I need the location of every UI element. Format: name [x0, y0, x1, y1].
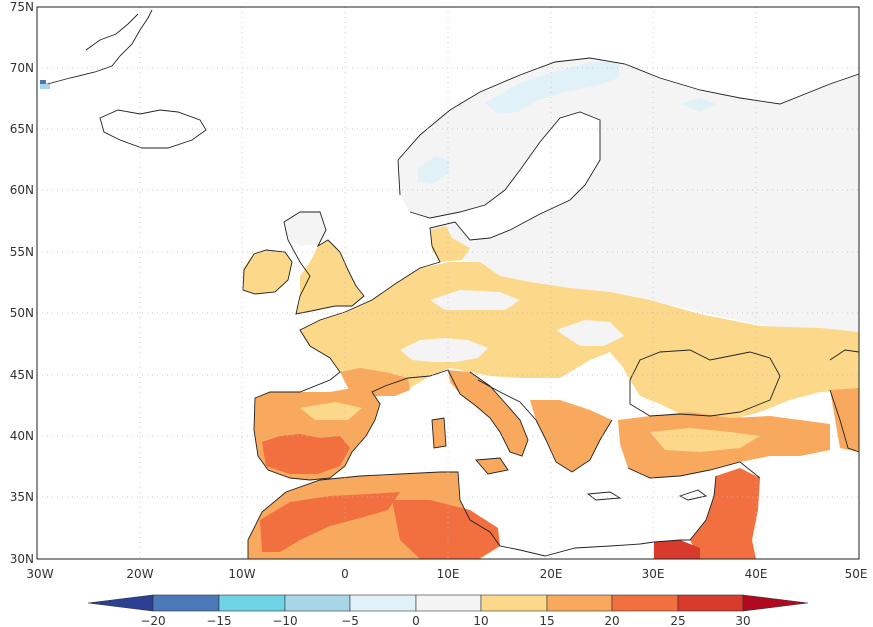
- field-italy: [448, 370, 528, 456]
- coast-ireland: [242, 249, 293, 295]
- colorbar: [87, 594, 809, 612]
- colorbar-bin: [611, 594, 679, 612]
- lat-label: 30N: [10, 552, 34, 566]
- lat-label: 70N: [10, 61, 34, 75]
- field-libya: [392, 500, 500, 559]
- field-ireland: [243, 250, 292, 294]
- colorbar-arrow-high: [742, 594, 809, 612]
- colorbar-bin: [218, 594, 286, 612]
- lat-label: 55N: [10, 245, 34, 259]
- coast-turkey-south: [627, 461, 761, 479]
- colorbar-tick: 30: [735, 614, 750, 627]
- coast-europe-west: [253, 245, 529, 481]
- coast-black-sea: [629, 349, 781, 417]
- coast-crete: [586, 491, 622, 501]
- colorbar-bin: [349, 594, 417, 612]
- lat-labels: 75N 70N 65N 60N 55N 50N 45N 40N 35N 30N: [10, 0, 34, 566]
- colorbar-tick: 25: [670, 614, 685, 627]
- field-turkey-plateau: [650, 428, 760, 452]
- field-britain: [296, 240, 364, 314]
- field-scotland: [284, 212, 326, 246]
- field-cold-norway: [418, 156, 450, 184]
- coast-britain: [283, 211, 365, 315]
- field-denmark: [430, 226, 470, 262]
- lat-label: 40N: [10, 429, 34, 443]
- field-iberia-meseta: [300, 402, 362, 420]
- colorbar-bin: [480, 594, 548, 612]
- lat-label: 35N: [10, 490, 34, 504]
- field-alps: [400, 338, 488, 362]
- ice-patch-edge: [40, 84, 50, 89]
- field-atlas: [260, 492, 400, 552]
- colorbar-tick: −5: [341, 614, 359, 627]
- coast-north-africa: [247, 471, 655, 559]
- lon-label: 0: [341, 567, 349, 581]
- field-sicily: [476, 458, 508, 474]
- field-carpathians: [556, 320, 624, 346]
- field-cold-scandinavia: [485, 62, 620, 114]
- field-balkans: [530, 400, 612, 472]
- coast-cyprus: [678, 489, 708, 501]
- coast-levant: [653, 475, 717, 543]
- coast-greenland: [39, 9, 153, 87]
- coast-scandinavia: [397, 57, 860, 196]
- lat-label: 45N: [10, 368, 34, 382]
- gridlines: [37, 7, 859, 559]
- field-central-highland: [430, 290, 520, 310]
- coast-sardinia: [431, 417, 447, 449]
- lon-label: 20W: [126, 567, 153, 581]
- field-base-north: [398, 58, 859, 340]
- colorbar-bin: [152, 594, 220, 612]
- lat-label: 65N: [10, 122, 34, 136]
- field-egypt-north: [654, 540, 700, 559]
- colorbar-tick: −15: [206, 614, 231, 627]
- lat-label: 60N: [10, 183, 34, 197]
- colorbar-bin: [546, 594, 613, 612]
- coast-adriatic: [477, 379, 613, 473]
- coast-iceland: [99, 109, 207, 149]
- colorbar-bin: [677, 594, 744, 612]
- colorbar-tick: 20: [604, 614, 619, 627]
- colorbar-ticks: −20 −15 −10 −5 0 10 15 20 25 30: [140, 614, 750, 627]
- lon-label: 30W: [26, 567, 53, 581]
- lon-label: 50E: [845, 567, 868, 581]
- colorbar-arrow-low: [87, 594, 154, 612]
- field-cold-kola: [680, 98, 716, 112]
- temperature-field: [243, 58, 859, 559]
- lon-label: 30E: [642, 567, 665, 581]
- lon-label: 10W: [228, 567, 255, 581]
- coast-baltic: [409, 111, 601, 247]
- colorbar-bin: [415, 594, 482, 612]
- map-frame: [36, 6, 860, 560]
- colorbar-tick: 15: [539, 614, 554, 627]
- colorbar-tick: −10: [272, 614, 297, 627]
- coast-sicily: [475, 457, 509, 475]
- field-caucasus-east: [830, 388, 859, 452]
- field-iberia-south: [262, 434, 350, 474]
- coast-caspian: [829, 349, 860, 453]
- colorbar-tick: 0: [412, 614, 420, 627]
- field-sardinia: [432, 418, 446, 448]
- colorbar-tick: 10: [473, 614, 488, 627]
- lon-label: 40E: [745, 567, 768, 581]
- colorbar-tick: −20: [140, 614, 165, 627]
- field-levant: [690, 468, 760, 559]
- lat-label: 75N: [10, 0, 34, 14]
- lon-label: 10E: [437, 567, 460, 581]
- coast-greenland-2: [85, 13, 139, 51]
- lon-label: 20E: [540, 567, 563, 581]
- colorbar-bin: [284, 594, 351, 612]
- coastlines: [39, 9, 860, 559]
- lat-label: 50N: [10, 306, 34, 320]
- lon-labels: 30W 20W 10W 0 10E 20E 30E 40E 50E: [26, 567, 867, 581]
